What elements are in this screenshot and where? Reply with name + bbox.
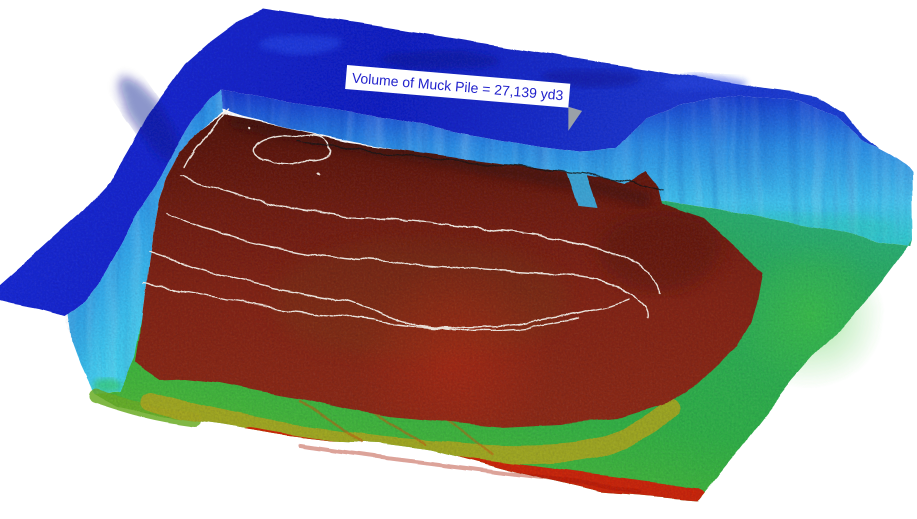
contour-dot bbox=[247, 127, 251, 131]
contour-dot bbox=[318, 173, 322, 177]
crest-contour-line bbox=[297, 140, 663, 192]
contour-line bbox=[251, 134, 333, 166]
contour-line bbox=[165, 211, 651, 319]
annotation-box bbox=[345, 65, 571, 108]
contour-lines-group bbox=[143, 109, 663, 331]
contour-line bbox=[183, 109, 228, 168]
annotation-box-fold bbox=[568, 106, 583, 131]
white-contour-lines bbox=[143, 109, 662, 331]
contour-line bbox=[179, 175, 662, 294]
contour-line bbox=[143, 282, 578, 331]
contour-line bbox=[149, 251, 630, 329]
